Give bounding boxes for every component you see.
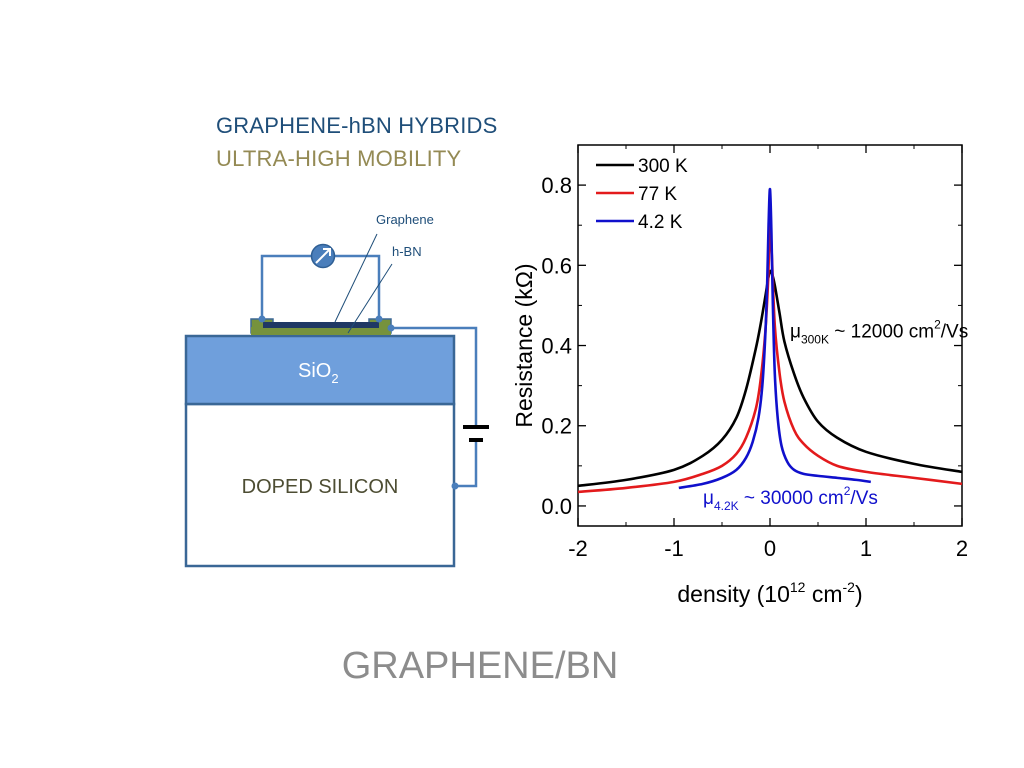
- slide-heading-line2: ULTRA-HIGH MOBILITY: [216, 146, 462, 171]
- slide-heading-line1: GRAPHENE-hBN HYBRIDS: [216, 113, 498, 138]
- doped-silicon-block: [184, 402, 456, 568]
- legend-300k-label: 300 K: [638, 156, 688, 177]
- hbn-label: h-BN: [392, 244, 422, 259]
- x-axis-label-sup2: -2: [843, 579, 856, 595]
- hbn-leader: [347, 263, 393, 334]
- wire-node: [387, 324, 395, 332]
- mobility-300k-mu: μ: [790, 321, 801, 342]
- y-tick-label: 0.4: [541, 334, 572, 359]
- mobility-300k-tail: /Vs: [941, 321, 968, 342]
- x-tick-label: -2: [568, 536, 588, 561]
- x-axis-label-main: density (10: [677, 581, 790, 607]
- wire-node: [258, 315, 266, 323]
- mobility-4k-annotation: μ4.2K ~ 30000 cm2/Vs: [703, 484, 878, 513]
- capacitor-icon: [463, 425, 489, 442]
- graphene-layer: [263, 322, 379, 328]
- mobility-300k-text: ~ 12000 cm: [829, 321, 934, 342]
- x-tick-label: 2: [956, 536, 968, 561]
- gate-wire: [391, 326, 478, 426]
- sio2-label-main: SiO: [298, 360, 331, 382]
- mobility-4k-tail: /Vs: [850, 488, 877, 509]
- x-tick-label: 0: [764, 536, 776, 561]
- meter-wire-right: [334, 254, 381, 319]
- mobility-300k-annotation: μ300K ~ 12000 cm2/Vs: [790, 317, 968, 346]
- x-axis-label: density (1012 cm-2): [677, 579, 862, 607]
- x-axis-label-sup1: 12: [790, 579, 806, 595]
- wire-node: [375, 315, 383, 323]
- series-4k-line: [678, 187, 871, 490]
- meter-wire: [260, 254, 312, 319]
- y-tick-label: 0.2: [541, 414, 572, 439]
- sio2-label-sub: 2: [331, 371, 338, 386]
- x-tick-label: 1: [860, 536, 872, 561]
- mobility-4k-mu: μ: [703, 488, 714, 509]
- y-axis-label: Resistance (kΩ): [511, 263, 537, 427]
- slide-footer-title: GRAPHENE/BN: [341, 645, 619, 687]
- mobility-300k-sup: 2: [934, 317, 941, 331]
- mobility-4k-sub: 4.2K: [714, 499, 739, 513]
- mobility-4k-sup: 2: [844, 484, 851, 498]
- mobility-4k-text: ~ 30000 cm: [739, 488, 844, 509]
- graphene-label: Graphene: [376, 212, 434, 227]
- x-tick-label: -1: [664, 536, 684, 561]
- gate-wire-bottom: [455, 440, 478, 488]
- meter-icon: [310, 243, 336, 269]
- sio2-layer: [184, 334, 456, 406]
- sio2-label: SiO2: [298, 360, 339, 386]
- graphene-leader: [334, 233, 378, 323]
- wire-node: [451, 482, 459, 490]
- doped-silicon-label: DOPED SILICON: [242, 476, 399, 498]
- series-300k-line: [577, 269, 963, 488]
- y-tick-label: 0.6: [541, 253, 572, 278]
- x-axis-label-end: ): [855, 581, 863, 607]
- y-tick-label: 0.8: [541, 173, 572, 198]
- legend-4k-label: 4.2 K: [638, 212, 683, 233]
- series-77k-line: [577, 223, 963, 494]
- y-tick-label: 0.0: [541, 494, 572, 519]
- x-axis-label-mid: cm: [805, 581, 842, 607]
- legend-77k-label: 77 K: [638, 184, 677, 205]
- mobility-300k-sub: 300K: [801, 332, 829, 346]
- hbn-layer: [251, 327, 391, 335]
